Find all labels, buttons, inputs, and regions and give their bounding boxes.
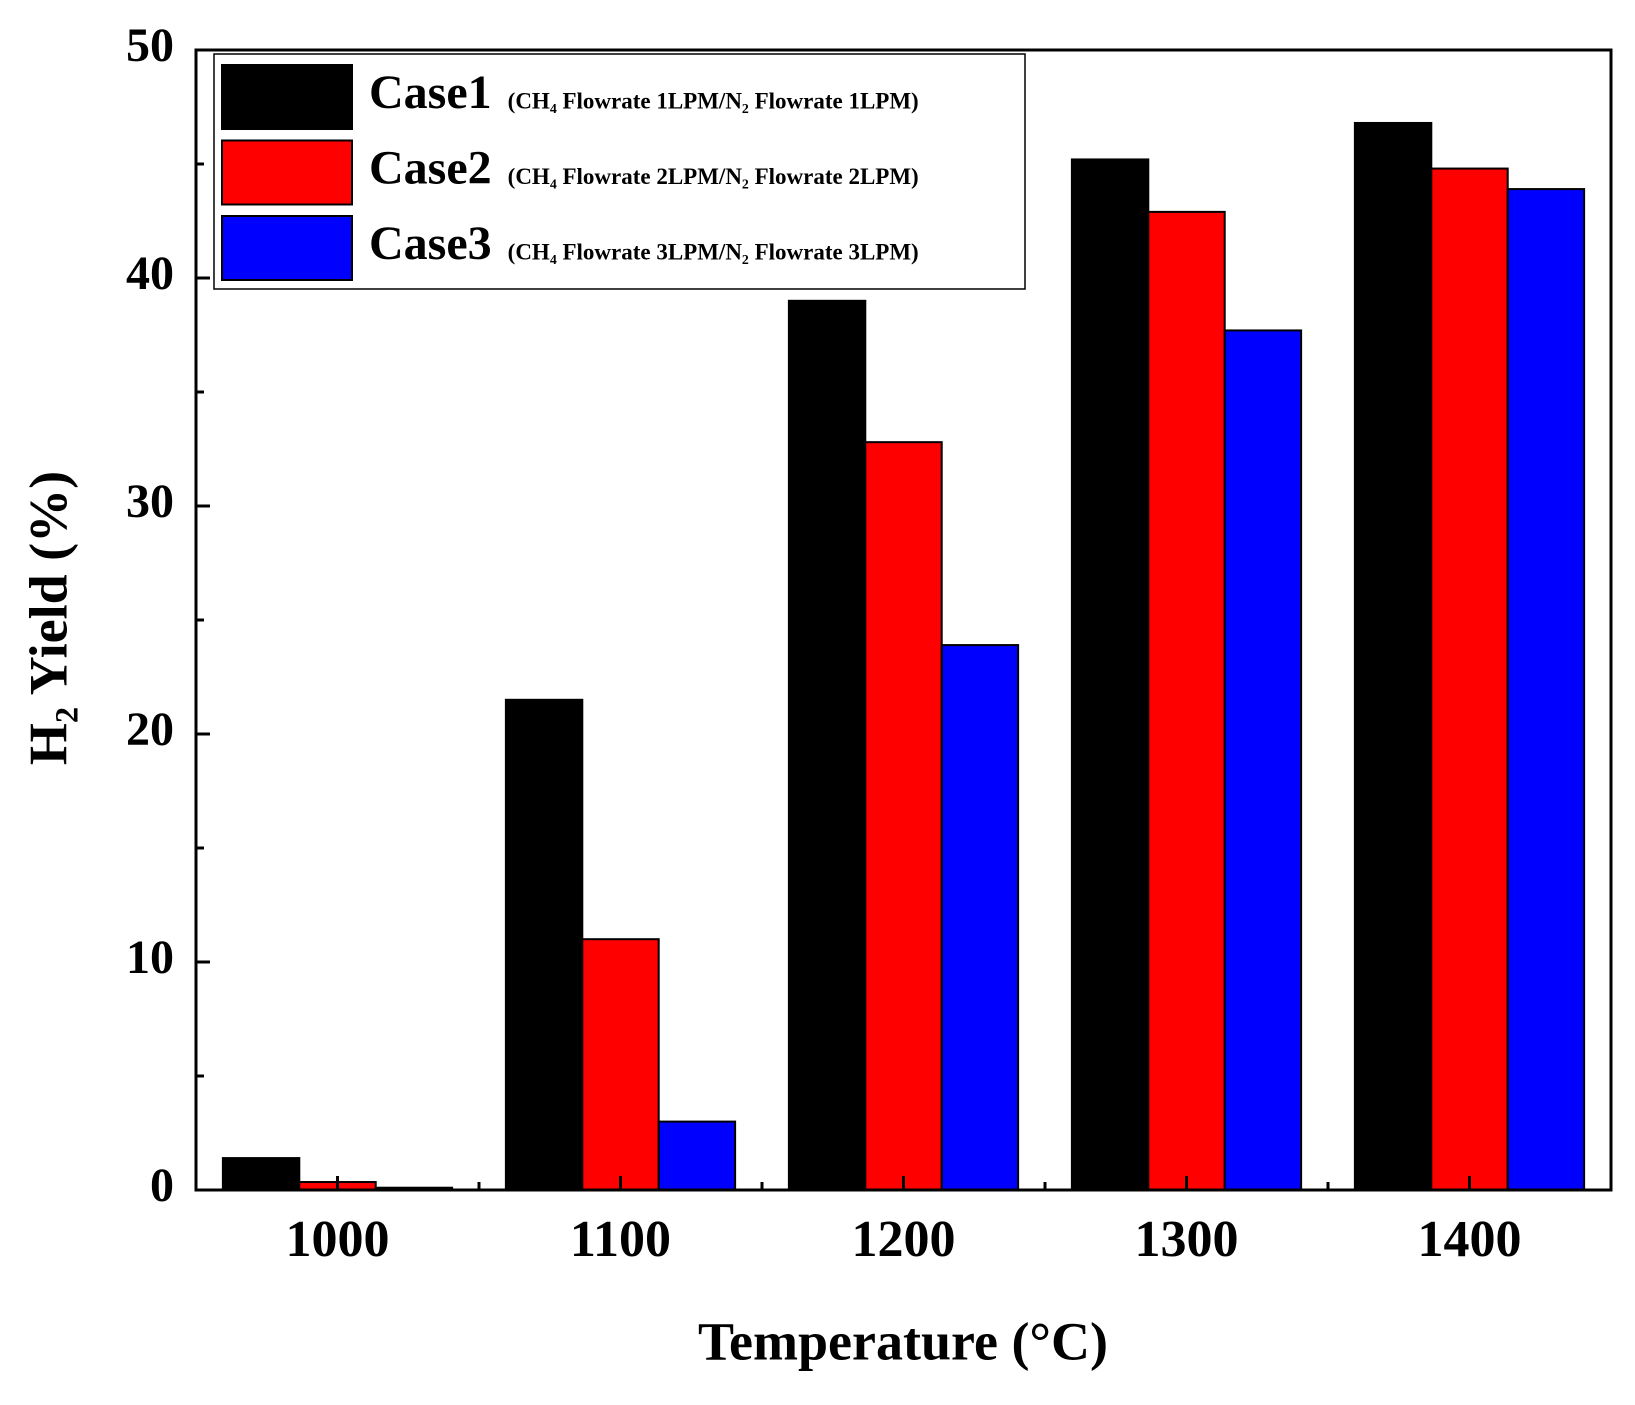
legend-swatch: [221, 139, 353, 206]
bar: [1223, 329, 1303, 1191]
x-tick-label: 1100: [570, 1211, 671, 1268]
y-tick-label: 20: [126, 703, 174, 756]
bar: [864, 441, 943, 1192]
plot-frame: [194, 48, 1613, 1192]
y-axis-title: H₂ Yield (%): [18, 471, 78, 765]
y-tick-label: 50: [126, 19, 174, 72]
bar: [1070, 158, 1150, 1192]
legend-label: Case3: [369, 217, 492, 270]
x-tick-label: 1400: [1418, 1211, 1522, 1268]
legend-label: Case1: [369, 66, 492, 119]
legend-label: Case2: [369, 142, 492, 195]
legend-swatch: [221, 64, 353, 130]
y-tick-label: 10: [126, 931, 174, 984]
legend-swatch: [221, 215, 353, 281]
bar: [581, 938, 660, 1192]
bar: [787, 299, 867, 1191]
bar: [940, 644, 1020, 1191]
bar: [221, 1157, 301, 1191]
x-axis-title: Temperature (°C): [698, 1311, 1108, 1371]
bar: [1353, 121, 1433, 1192]
legend-description: (CH₄ Flowrate 2LPM/N₂ Flowrate 2LPM): [508, 164, 919, 189]
x-tick-label: 1000: [286, 1211, 390, 1268]
bar: [504, 698, 584, 1191]
bar: [657, 1120, 737, 1191]
bar: [1506, 188, 1586, 1191]
legend-description: (CH₄ Flowrate 3LPM/N₂ Flowrate 3LPM): [508, 239, 919, 264]
x-tick-label: 1200: [852, 1211, 956, 1268]
bar: [1430, 167, 1509, 1191]
y-tick-label: 0: [150, 1159, 174, 1212]
y-tick-label: 40: [126, 247, 174, 300]
y-tick-label: 30: [126, 475, 174, 528]
bar: [1147, 210, 1226, 1191]
legend-description: (CH₄ Flowrate 1LPM/N₂ Flowrate 1LPM): [508, 88, 919, 113]
x-tick-label: 1300: [1135, 1211, 1239, 1268]
